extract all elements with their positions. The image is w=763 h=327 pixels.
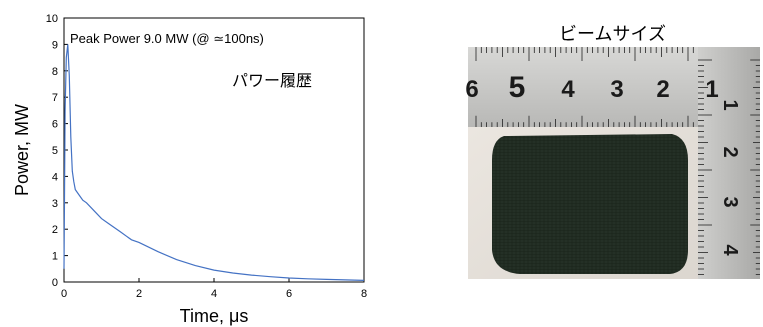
x-tick-label: 8 bbox=[361, 288, 367, 300]
ruler-top-number: 6 bbox=[465, 76, 478, 103]
ruler-side-ticks bbox=[698, 59, 760, 275]
x-tick-label: 6 bbox=[286, 288, 292, 300]
power-history-annotation: パワー履歴 bbox=[232, 71, 312, 90]
y-tick-label: 2 bbox=[52, 224, 58, 236]
peak-power-annotation: Peak Power 9.0 MW (@ ≃100ns) bbox=[70, 31, 264, 46]
beam-size-photo-panel: ビームサイズ 6 5 4 3 2 1 bbox=[462, 0, 763, 327]
power-series-line bbox=[63, 44, 365, 281]
ruler-side-number: 1 bbox=[719, 99, 741, 110]
y-axis-label: Power, MW bbox=[12, 104, 32, 196]
x-axis: 0 2 4 6 8 bbox=[61, 278, 367, 300]
x-tick-label: 0 bbox=[61, 288, 67, 300]
x-axis-label: Time, μs bbox=[180, 306, 249, 326]
beam-spot bbox=[492, 134, 688, 274]
beam-size-title: ビームサイズ bbox=[559, 24, 666, 45]
ruler-top-number: 3 bbox=[610, 76, 623, 103]
ruler-side bbox=[698, 47, 760, 279]
y-tick-label: 9 bbox=[52, 39, 58, 51]
ruler-top-number: 4 bbox=[561, 76, 575, 103]
ruler-top-number: 1 bbox=[705, 76, 718, 103]
beam-photo: 6 5 4 3 2 1 1 2 3 4 bbox=[465, 47, 760, 279]
y-tick-label: 0 bbox=[52, 277, 58, 289]
ruler-side-numbers: 1 2 3 4 bbox=[719, 99, 741, 256]
ruler-top-number: 2 bbox=[656, 76, 669, 103]
y-tick-label: 5 bbox=[52, 145, 58, 157]
y-tick-label: 10 bbox=[46, 13, 58, 25]
x-tick-label: 4 bbox=[211, 288, 217, 300]
ruler-side-number: 3 bbox=[719, 196, 741, 207]
plot-frame bbox=[63, 17, 365, 283]
power-history-chart: 0 1 2 3 4 5 6 7 8 9 10 0 2 4 6 8 Peak Power 9.0 MW (@ … bbox=[12, 13, 367, 326]
ruler-top-number: 5 bbox=[509, 71, 526, 104]
x-tick-label: 2 bbox=[136, 288, 142, 300]
ruler-side-number: 2 bbox=[719, 146, 741, 157]
y-tick-label: 7 bbox=[52, 92, 58, 104]
ruler-top-ticks bbox=[475, 47, 694, 127]
y-tick-label: 4 bbox=[52, 171, 58, 183]
y-tick-label: 8 bbox=[52, 66, 58, 78]
y-tick-label: 6 bbox=[52, 119, 58, 131]
y-tick-label: 3 bbox=[52, 198, 58, 210]
y-tick-label: 1 bbox=[52, 251, 58, 263]
ruler-side-number: 4 bbox=[719, 244, 741, 256]
ruler-top-numbers: 6 5 4 3 2 1 bbox=[465, 71, 718, 104]
